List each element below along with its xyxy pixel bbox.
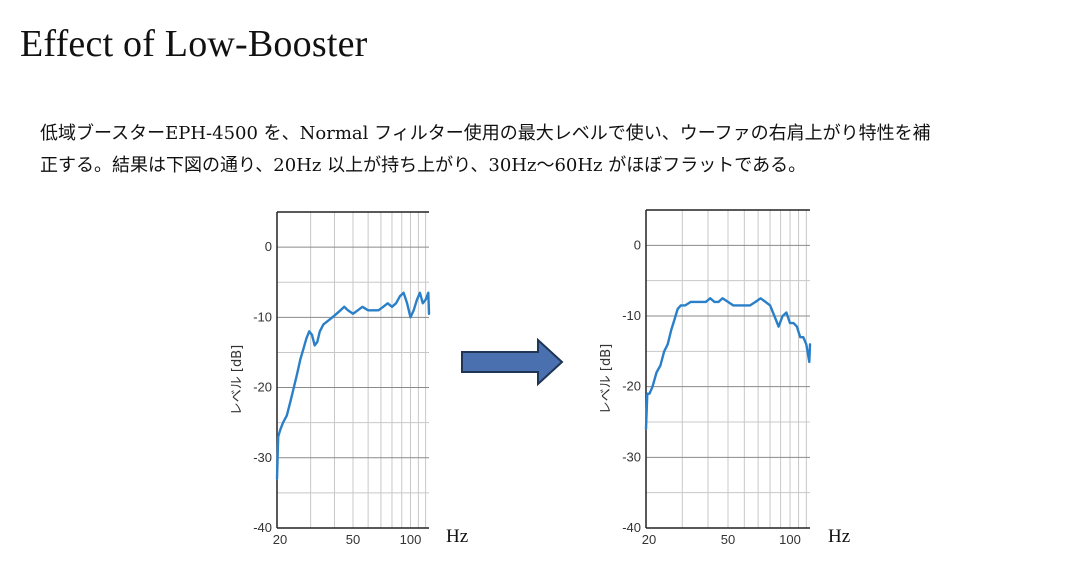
x-unit-label-before: Hz <box>446 526 469 547</box>
y-tick-label: -10 <box>253 309 272 324</box>
y-axis-label: レベル [dB] <box>230 345 245 415</box>
series-line-0 <box>644 297 812 431</box>
page-title: Effect of Low-Booster <box>20 23 368 65</box>
description-line-2: 正する。結果は下図の通り、20Hz 以上が持ち上がり、30Hz〜60Hz がほぼ… <box>40 155 807 176</box>
grid-lines <box>646 210 810 528</box>
y-tick-label: 0 <box>265 239 272 254</box>
y-tick-label: -30 <box>253 450 272 465</box>
x-tick-label: 20 <box>642 532 656 547</box>
y-tick-label: -40 <box>253 520 272 535</box>
series-line-0 <box>275 291 431 480</box>
x-tick-label: 20 <box>273 532 287 547</box>
x-tick-label: 50 <box>721 532 735 547</box>
y-axis-label: レベル [dB] <box>599 344 614 414</box>
x-tick-label: 100 <box>779 532 801 547</box>
y-tick-label: 0 <box>634 237 641 252</box>
y-tick-label: -10 <box>622 308 641 323</box>
y-tick-label: -40 <box>622 520 641 535</box>
grid-lines <box>277 212 429 528</box>
y-tick-label: -30 <box>622 449 641 464</box>
x-tick-label: 50 <box>346 532 360 547</box>
description-line-1: 低域ブースターEPH-4500 を、Normal フィルター使用の最大レベルで使… <box>40 123 931 144</box>
description-paragraph: 低域ブースターEPH-4500 を、Normal フィルター使用の最大レベルで使… <box>40 118 1070 182</box>
x-unit-label-after: Hz <box>828 526 851 547</box>
x-tick-label: 100 <box>400 532 422 547</box>
y-tick-label: -20 <box>622 379 641 394</box>
y-tick-label: -20 <box>253 380 272 395</box>
